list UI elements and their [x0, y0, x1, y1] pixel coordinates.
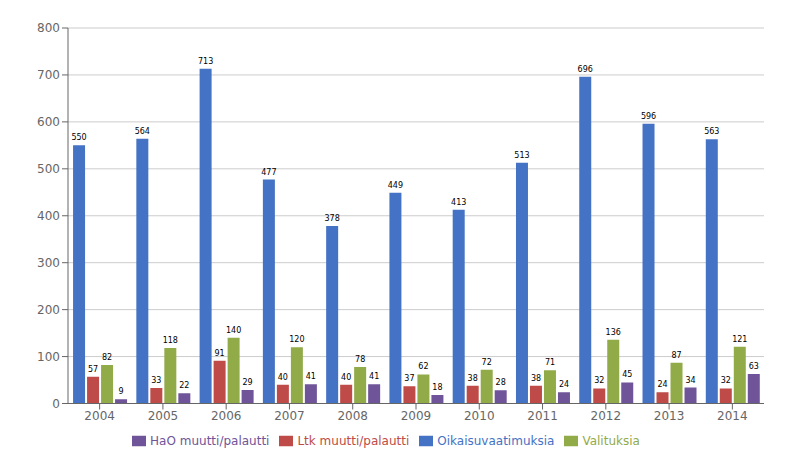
svg-text:449: 449 [388, 181, 403, 190]
svg-text:82: 82 [102, 353, 112, 362]
svg-text:40: 40 [341, 373, 351, 382]
svg-text:118: 118 [163, 336, 178, 345]
svg-text:37: 37 [404, 374, 414, 383]
svg-text:45: 45 [622, 370, 632, 379]
svg-text:696: 696 [578, 65, 593, 74]
svg-text:2006: 2006 [211, 409, 242, 423]
svg-text:38: 38 [468, 374, 478, 383]
html-text:Valituksia: Valituksia [582, 433, 640, 448]
html-text:Oikaisuvaatimuksia: Oikaisuvaatimuksia [437, 433, 555, 448]
svg-text:550: 550 [71, 133, 86, 142]
svg-text:121: 121 [732, 335, 747, 344]
svg-text:22: 22 [179, 381, 189, 390]
svg-text:713: 713 [198, 57, 213, 66]
svg-text:18: 18 [432, 383, 442, 392]
svg-text:72: 72 [482, 358, 492, 367]
svg-text:564: 564 [135, 127, 150, 136]
svg-text:28: 28 [496, 378, 506, 387]
svg-text:100: 100 [37, 350, 60, 364]
svg-text:78: 78 [355, 355, 365, 364]
svg-text:2007: 2007 [274, 409, 305, 423]
svg-text:300: 300 [37, 256, 60, 270]
svg-text:136: 136 [606, 328, 621, 337]
svg-text:57: 57 [88, 365, 98, 374]
svg-text:2004: 2004 [84, 409, 115, 423]
svg-text:38: 38 [531, 374, 541, 383]
svg-text:24: 24 [657, 380, 667, 389]
svg-text:2008: 2008 [337, 409, 368, 423]
svg-text:413: 413 [451, 198, 466, 207]
svg-text:2013: 2013 [654, 409, 685, 423]
svg-text:2014: 2014 [717, 409, 748, 423]
svg-text:477: 477 [261, 168, 276, 177]
svg-text:29: 29 [243, 378, 253, 387]
svg-text:2009: 2009 [401, 409, 432, 423]
html-text:HaO muutti/palautti: HaO muutti/palautti [150, 433, 270, 448]
html-text:Ltk muutti/palautti: Ltk muutti/palautti [297, 433, 410, 448]
svg-text:800: 800 [37, 21, 60, 35]
svg-text:63: 63 [749, 362, 759, 371]
svg-text:0: 0 [52, 397, 60, 411]
svg-text:24: 24 [559, 380, 569, 389]
svg-text:9: 9 [119, 387, 124, 396]
svg-text:200: 200 [37, 303, 60, 317]
svg-text:400: 400 [37, 209, 60, 223]
svg-text:87: 87 [671, 351, 681, 360]
svg-text:40: 40 [278, 373, 288, 382]
svg-text:378: 378 [325, 214, 340, 223]
svg-text:2012: 2012 [591, 409, 622, 423]
svg-text:596: 596 [641, 112, 656, 121]
svg-text:120: 120 [289, 335, 304, 344]
svg-text:34: 34 [685, 376, 695, 385]
svg-text:41: 41 [306, 372, 316, 381]
svg-text:32: 32 [721, 376, 731, 385]
svg-text:91: 91 [215, 349, 225, 358]
svg-text:62: 62 [418, 362, 428, 371]
svg-text:513: 513 [514, 151, 529, 160]
svg-text:71: 71 [545, 358, 555, 367]
svg-text:2010: 2010 [464, 409, 495, 423]
svg-text:600: 600 [37, 115, 60, 129]
svg-text:563: 563 [704, 127, 719, 136]
svg-text:33: 33 [151, 376, 161, 385]
svg-text:41: 41 [369, 372, 379, 381]
svg-text:140: 140 [226, 326, 241, 335]
svg-text:2005: 2005 [148, 409, 179, 423]
svg-text:500: 500 [37, 162, 60, 176]
svg-text:32: 32 [594, 376, 604, 385]
svg-text:2011: 2011 [527, 409, 558, 423]
svg-text:700: 700 [37, 68, 60, 82]
